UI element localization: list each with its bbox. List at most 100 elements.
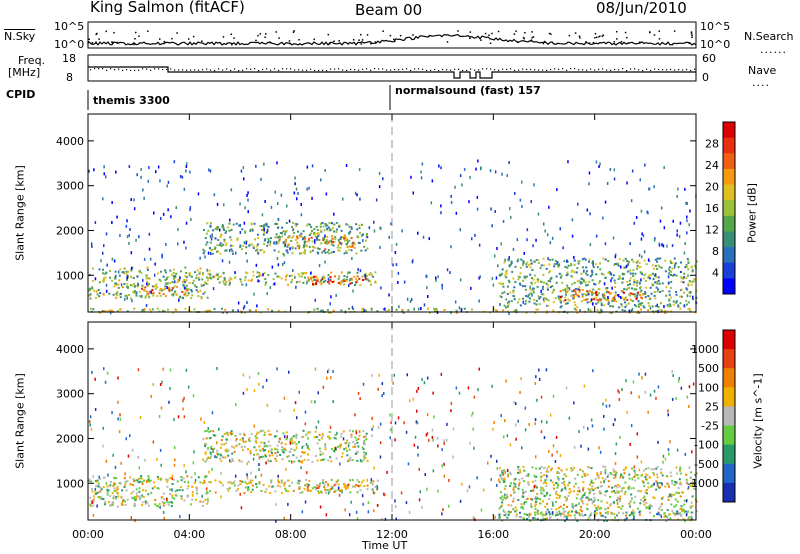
- heatmap-cell: [153, 285, 156, 288]
- nsearch-point: [531, 31, 533, 33]
- heatmap-cell: [351, 257, 353, 260]
- heatmap-cell: [676, 491, 679, 494]
- heatmap-cell: [494, 309, 497, 312]
- heatmap-cell: [426, 376, 429, 380]
- heatmap-cell: [541, 288, 544, 291]
- heatmap-cell: [570, 294, 573, 297]
- heatmap-cell: [502, 282, 504, 285]
- heatmap-cell: [105, 232, 108, 236]
- heatmap-cell: [534, 281, 537, 284]
- heatmap-cell: [621, 505, 624, 508]
- heatmap-cell: [280, 193, 283, 197]
- heatmap-cell: [606, 287, 609, 289]
- heatmap-cell: [355, 278, 357, 281]
- heatmap-cell: [463, 167, 466, 171]
- nave-point: [182, 69, 184, 71]
- heatmap-cell: [183, 481, 186, 484]
- nave-point: [462, 69, 464, 72]
- heatmap-cell: [553, 265, 556, 268]
- heatmap-cell: [571, 505, 574, 508]
- nave-point: [550, 68, 552, 71]
- heatmap-cell: [632, 260, 635, 263]
- heatmap-cell: [103, 476, 106, 479]
- heatmap-cell: [242, 245, 245, 247]
- heatmap-cell: [365, 438, 368, 441]
- heatmap-cell: [455, 309, 458, 312]
- heatmap-cell: [301, 436, 303, 439]
- heatmap-cell: [673, 505, 676, 508]
- heatmap-cell: [129, 476, 132, 479]
- heatmap-cell: [667, 409, 669, 413]
- heatmap-cell: [387, 309, 390, 311]
- power-panel: [88, 159, 698, 315]
- heatmap-cell: [356, 459, 359, 462]
- heatmap-cell: [102, 272, 104, 275]
- freq-label-2: [MHz]: [8, 66, 41, 79]
- heatmap-cell: [221, 307, 223, 310]
- heatmap-cell: [535, 308, 538, 311]
- heatmap-cell: [613, 513, 616, 515]
- heatmap-cell: [120, 496, 123, 499]
- heatmap-cell: [649, 286, 652, 289]
- heatmap-cell: [287, 243, 290, 246]
- heatmap-cell: [412, 191, 414, 195]
- heatmap-cell: [316, 307, 319, 310]
- heatmap-cell: [680, 261, 682, 264]
- heatmap-cell: [206, 279, 209, 282]
- heatmap-cell: [173, 274, 176, 277]
- heatmap-cell: [224, 308, 227, 311]
- heatmap-cell: [690, 517, 693, 520]
- heatmap-cell: [653, 238, 656, 242]
- heatmap-cell: [123, 486, 126, 488]
- heatmap-cell: [431, 179, 434, 183]
- heatmap-cell: [500, 274, 502, 276]
- heatmap-cell: [215, 456, 218, 459]
- heatmap-cell: [355, 223, 358, 226]
- heatmap-cell: [596, 512, 599, 515]
- heatmap-cell: [88, 478, 91, 481]
- heatmap-cell: [564, 293, 567, 296]
- heatmap-cell: [589, 212, 591, 216]
- heatmap-cell: [662, 244, 665, 248]
- heatmap-cell: [588, 301, 591, 304]
- heatmap-cell: [328, 368, 330, 372]
- nsearch-point: [428, 35, 430, 37]
- heatmap-cell: [201, 494, 203, 498]
- heatmap-cell: [685, 513, 688, 517]
- heatmap-cell: [536, 259, 539, 262]
- heatmap-cell: [313, 278, 316, 281]
- heatmap-cell: [506, 434, 509, 438]
- heatmap-cell: [679, 513, 681, 516]
- heatmap-cell: [276, 275, 279, 278]
- heatmap-cell: [690, 506, 692, 509]
- heatmap-cell: [151, 308, 154, 311]
- heatmap-cell: [682, 277, 685, 280]
- heatmap-cell: [491, 224, 493, 228]
- heatmap-cell: [521, 488, 524, 491]
- heatmap-cell: [692, 280, 695, 283]
- heatmap-cell: [160, 289, 163, 292]
- nave-point: [510, 68, 512, 70]
- heatmap-cell: [540, 430, 543, 434]
- heatmap-cell: [306, 485, 309, 488]
- heatmap-cell: [191, 493, 194, 497]
- heatmap-cell: [376, 504, 379, 507]
- heatmap-cell: [644, 292, 647, 295]
- heatmap-cell: [363, 440, 366, 443]
- colorbar-tick-label: 500: [698, 362, 719, 375]
- heatmap-cell: [356, 271, 359, 274]
- nsearch-point: [574, 32, 577, 34]
- heatmap-cell: [536, 398, 538, 402]
- heatmap-cell: [679, 481, 682, 484]
- nsearch-point: [602, 34, 605, 36]
- heatmap-cell: [514, 485, 517, 488]
- heatmap-cell: [301, 491, 304, 494]
- heatmap-cell: [612, 274, 615, 277]
- heatmap-cell: [325, 192, 328, 196]
- heatmap-cell: [440, 211, 442, 215]
- nsearch-point: [338, 40, 340, 42]
- heatmap-cell: [199, 481, 202, 484]
- heatmap-cell: [510, 215, 512, 219]
- heatmap-cell: [683, 251, 686, 255]
- heatmap-cell: [180, 486, 183, 489]
